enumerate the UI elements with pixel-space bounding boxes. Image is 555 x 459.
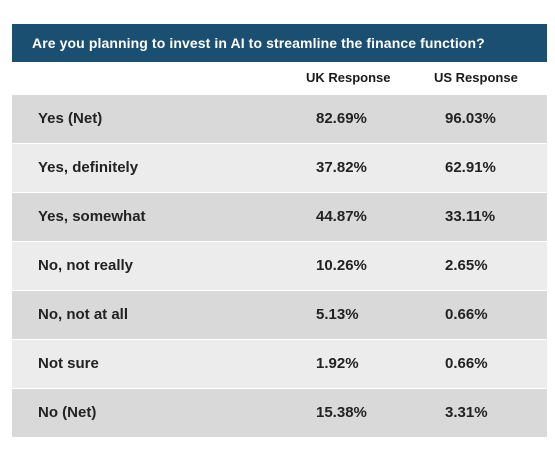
row-label: No (Net) bbox=[38, 404, 97, 421]
uk-value: 44.87% bbox=[316, 208, 367, 225]
uk-value: 37.82% bbox=[316, 159, 367, 176]
uk-value: 5.13% bbox=[316, 306, 359, 323]
table-row: Not sure 1.92% 0.66% bbox=[12, 340, 547, 388]
table-row: No, not really 10.26% 2.65% bbox=[12, 242, 547, 290]
row-label: Yes (Net) bbox=[38, 110, 103, 127]
table-row: No, not at all 5.13% 0.66% bbox=[12, 291, 547, 339]
column-header-us: US Response bbox=[434, 70, 518, 85]
table-row: Yes, definitely 37.82% 62.91% bbox=[12, 144, 547, 192]
table-body: Yes (Net) 82.69% 96.03% Yes, definitely … bbox=[12, 95, 547, 438]
table-row: Yes, somewhat 44.87% 33.11% bbox=[12, 193, 547, 241]
column-header-row: UK Response US Response bbox=[12, 64, 547, 93]
us-value: 3.31% bbox=[445, 404, 488, 421]
uk-value: 15.38% bbox=[316, 404, 367, 421]
us-value: 0.66% bbox=[445, 355, 488, 372]
row-label: Not sure bbox=[38, 355, 99, 372]
us-value: 2.65% bbox=[445, 257, 488, 274]
uk-value: 82.69% bbox=[316, 110, 367, 127]
uk-value: 1.92% bbox=[316, 355, 359, 372]
table-row: Yes (Net) 82.69% 96.03% bbox=[12, 95, 547, 143]
table-row: No (Net) 15.38% 3.31% bbox=[12, 389, 547, 437]
us-value: 33.11% bbox=[445, 208, 496, 225]
us-value: 96.03% bbox=[445, 110, 496, 127]
uk-value: 10.26% bbox=[316, 257, 367, 274]
table-title: Are you planning to invest in AI to stre… bbox=[32, 35, 485, 51]
table-title-bar: Are you planning to invest in AI to stre… bbox=[12, 24, 547, 62]
row-label: No, not really bbox=[38, 257, 134, 274]
row-label: No, not at all bbox=[38, 306, 128, 323]
us-value: 0.66% bbox=[445, 306, 488, 323]
column-header-uk: UK Response bbox=[306, 70, 391, 85]
row-label: Yes, somewhat bbox=[38, 208, 146, 225]
row-label: Yes, definitely bbox=[38, 159, 139, 176]
us-value: 62.91% bbox=[445, 159, 496, 176]
